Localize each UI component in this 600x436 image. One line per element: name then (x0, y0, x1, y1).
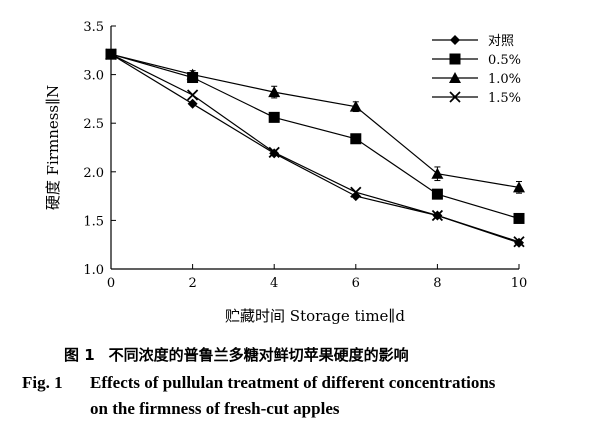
point-2-4 (431, 167, 444, 179)
caption-en-label: Fig. 1 (22, 373, 63, 392)
point-2-2 (268, 86, 281, 98)
x-tick-label-3: 6 (352, 276, 360, 291)
point-2-5 (513, 181, 525, 193)
caption-english-line-2: on the firmness of fresh-cut apples (90, 399, 340, 418)
series-line-1 (110, 53, 520, 220)
y-tick-label-2: 2.0 (83, 166, 104, 181)
y-axis-title: 硬度 Firmness∥N (44, 85, 62, 210)
point-3-5 (513, 236, 525, 248)
point-1-2 (268, 111, 280, 123)
caption-chinese: 图 1 不同浓度的普鲁兰多糖对鲜切苹果硬度的影响 (64, 344, 409, 365)
point-2-3 (349, 100, 362, 112)
firmness-line-chart: 0 2 4 6 8 10 1.0 1.5 2.0 2.5 3.0 3.5 贮藏时间 Storage ti… (44, 20, 528, 325)
legend-label-2: 1.0% (488, 72, 521, 87)
legend-marker-2 (449, 72, 461, 83)
x-tick-label-2: 4 (270, 276, 278, 291)
caption-english-line-1: Fig. 1 Effects of pullulan treatment of d… (22, 373, 495, 393)
legend-label-0: 对照 (488, 34, 514, 49)
y-tick-label-5: 3.5 (83, 20, 104, 35)
legend-marker-3 (449, 91, 461, 103)
y-tick-label-3: 2.5 (83, 117, 104, 132)
x-tick-label-0: 0 (107, 276, 115, 291)
caption-en-text-1: Effects of pullulan treatment of differe… (90, 373, 496, 392)
point-3-2 (268, 146, 280, 158)
series-line-2 (110, 53, 520, 188)
legend-label-3: 1.5% (488, 91, 521, 106)
point-1-4 (431, 188, 443, 200)
point-3-1 (186, 89, 199, 101)
point-1-3 (350, 133, 362, 145)
legend-label-1: 0.5% (488, 53, 521, 68)
point-1-5 (513, 212, 525, 224)
x-axis-title: 贮藏时间 Storage time∥d (225, 307, 405, 325)
x-tick-label-5: 10 (511, 276, 528, 291)
x-tick-label-4: 8 (433, 276, 441, 291)
y-tick-label-0: 1.0 (83, 263, 104, 278)
point-3-0 (105, 48, 117, 60)
legend-marker-1 (449, 53, 461, 65)
point-0-1 (187, 98, 198, 109)
point-3-4 (431, 209, 444, 222)
y-tick-label-1: 1.5 (83, 214, 104, 229)
series-line-3 (110, 53, 520, 243)
point-3-3 (350, 186, 362, 198)
caption-cn-label: 图 1 (64, 346, 95, 364)
point-2-1 (186, 68, 199, 80)
legend-marker-0 (450, 35, 460, 45)
y-tick-label-4: 3.0 (83, 69, 104, 84)
x-tick-label-1: 2 (188, 276, 196, 291)
caption-cn-text: 不同浓度的普鲁兰多糖对鲜切苹果硬度的影响 (108, 346, 409, 364)
